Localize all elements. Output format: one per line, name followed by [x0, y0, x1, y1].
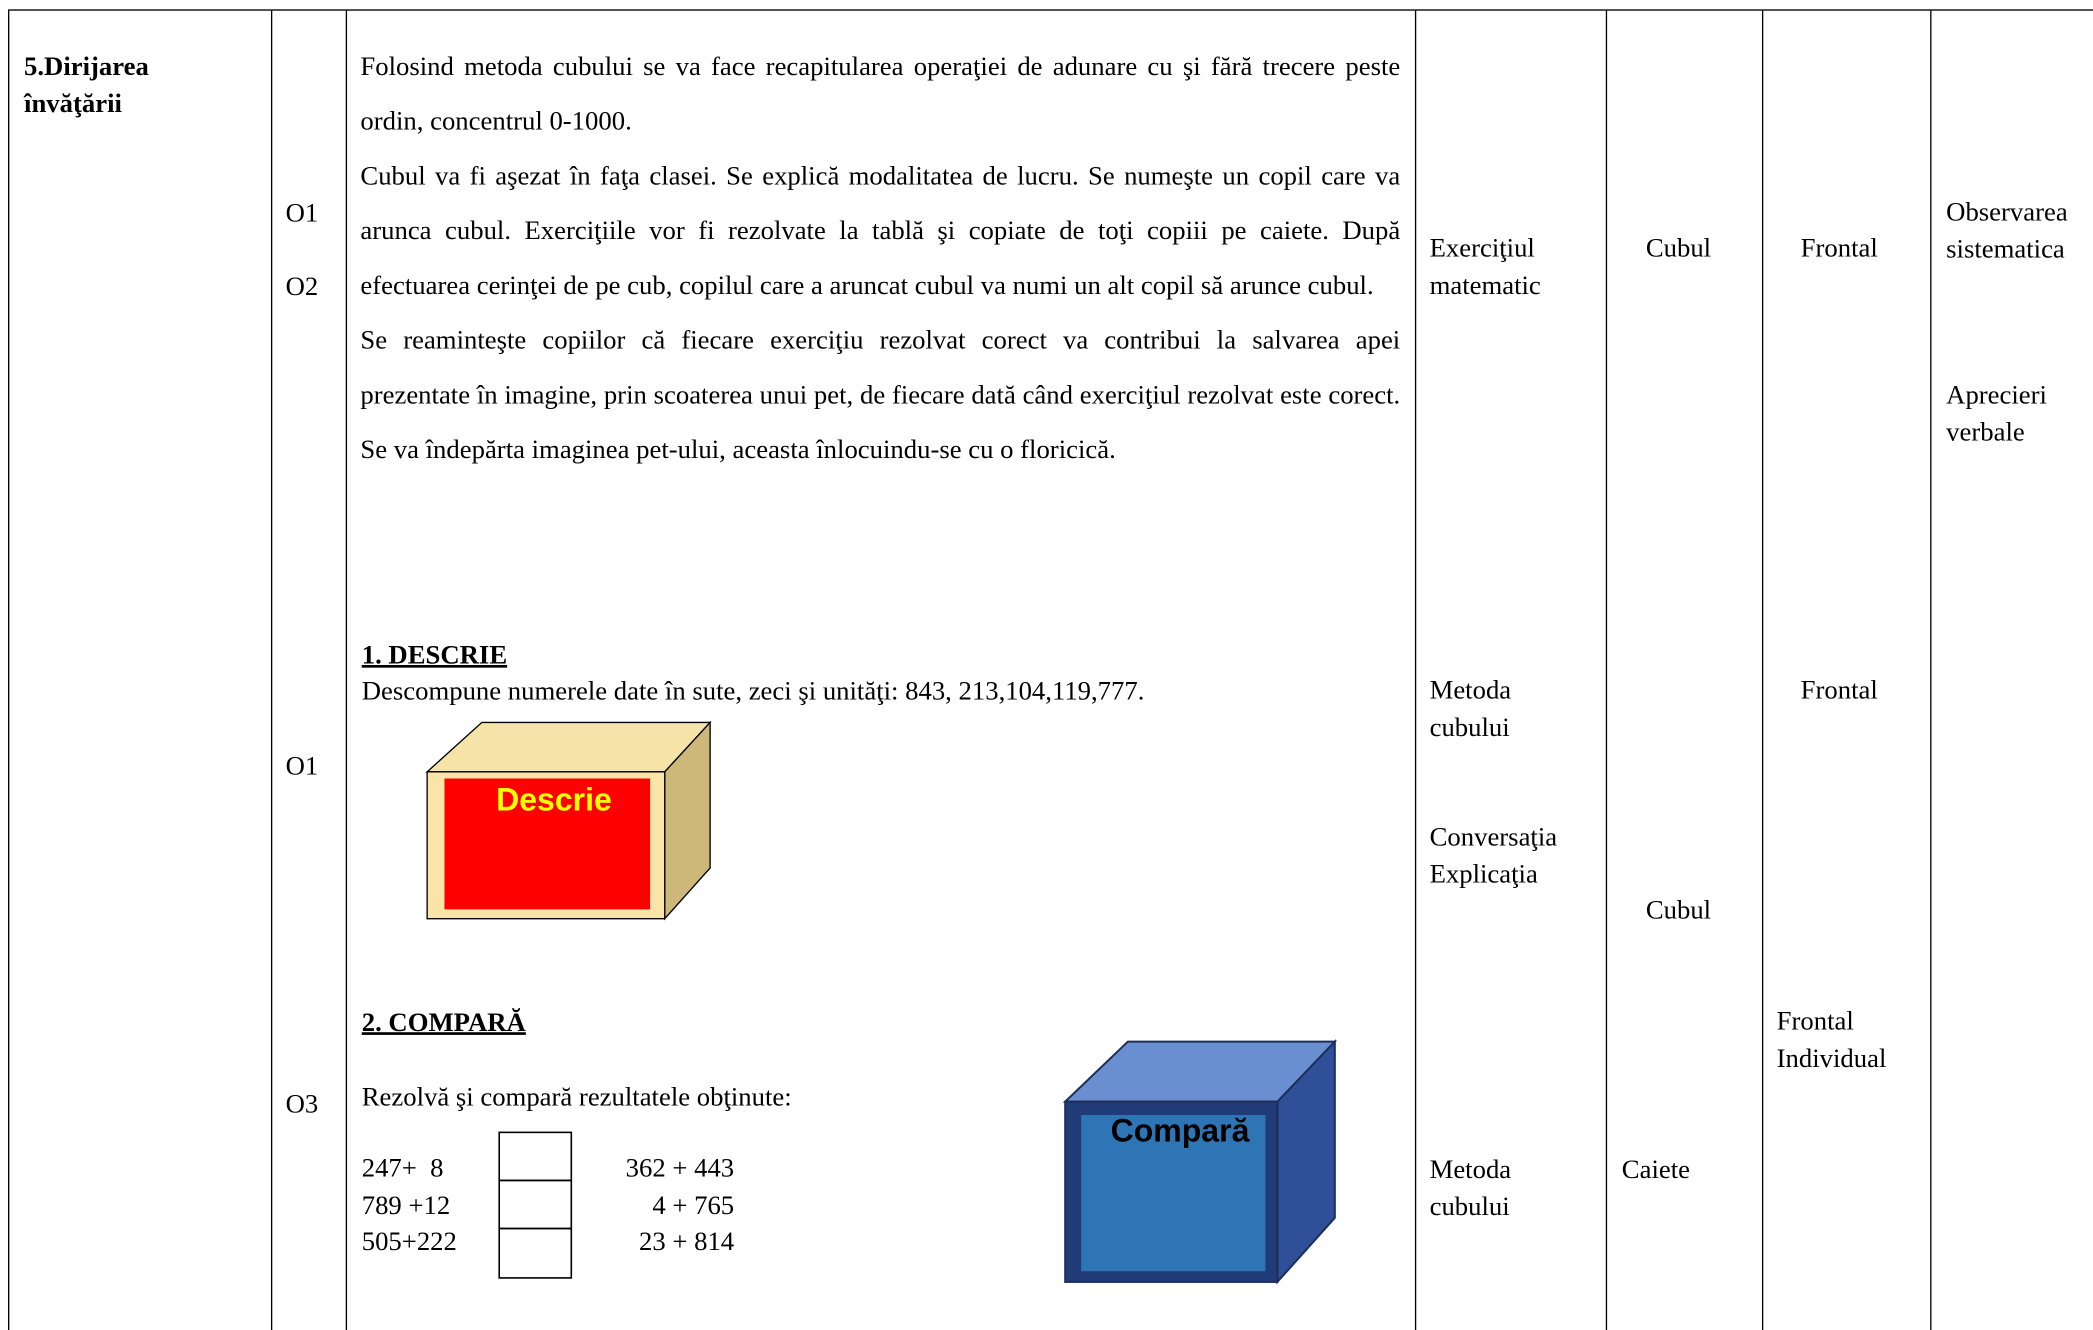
section-title: 5.Dirijarea învăţării: [24, 52, 149, 119]
col-line: [1930, 10, 1932, 1330]
col-line: [270, 10, 273, 1330]
objective: O3: [285, 1089, 319, 1120]
method: Conversaţia: [1429, 822, 1558, 852]
method: Metoda cubului: [1429, 675, 1512, 743]
resource: Caiete: [1621, 1155, 1691, 1185]
answer-boxes: [498, 1131, 573, 1279]
method: Explicaţia: [1429, 859, 1538, 890]
paragraph: Folosind metoda cubului se va face recap…: [360, 52, 1401, 137]
objective: O2: [285, 272, 319, 302]
exercise: 505+222: [361, 1227, 457, 1257]
exercises-left: 247+ 8 789 +12 505+222: [362, 1151, 457, 1261]
evaluation: Observarea sistematica: [1946, 197, 2068, 265]
exercise: 247+ 8: [361, 1153, 444, 1184]
cube-label: Descrie: [496, 782, 612, 818]
paragraph: Cubul va fi aşezat în faţa clasei. Se ex…: [360, 161, 1401, 301]
col-line: [8, 10, 10, 1330]
form: Individual: [1776, 1044, 1887, 1074]
col-line: [1605, 10, 1608, 1330]
exercise: 4 + 765: [652, 1190, 735, 1220]
paragraph: Se reaminteşte copiilor că fiecare exerc…: [360, 325, 1401, 465]
objective: O1: [285, 198, 319, 229]
exercises-right: 362 + 443 4 + 765 23 + 814: [574, 1151, 734, 1261]
intro: Folosind metoda cubului se va face recap…: [360, 40, 1400, 478]
table-border: [8, 9, 2093, 11]
form: Frontal: [1800, 233, 1878, 264]
cube-compara: [1062, 1039, 1338, 1285]
col-line: [345, 10, 348, 1330]
method: Metoda cubului: [1429, 1155, 1512, 1222]
cube-descrie: [425, 720, 712, 921]
form: Frontal: [1776, 1006, 1854, 1037]
exercise: 362 + 443: [625, 1153, 735, 1184]
exercise: 23 + 814: [639, 1227, 735, 1257]
col-line: [1414, 10, 1417, 1330]
resource: Cubul: [1645, 896, 1712, 926]
cube-label: Compară: [1111, 1113, 1251, 1149]
col-line: [1761, 10, 1764, 1330]
resource: Cubul: [1645, 233, 1712, 264]
heading: 2. COMPARĂ: [361, 1008, 526, 1038]
task-text: Descompune numerele date în sute, zeci ş…: [361, 677, 1145, 707]
exercise: 789 +12: [361, 1190, 451, 1220]
objective: O1: [285, 751, 319, 782]
task-text: Rezolvă şi compară rezultatele obţinute:: [361, 1082, 792, 1113]
method: Exerciţiul matematic: [1429, 233, 1541, 301]
heading: 1. DESCRIE: [361, 640, 508, 671]
form: Frontal: [1800, 675, 1878, 706]
evaluation: Aprecieri verbale: [1946, 380, 2047, 448]
